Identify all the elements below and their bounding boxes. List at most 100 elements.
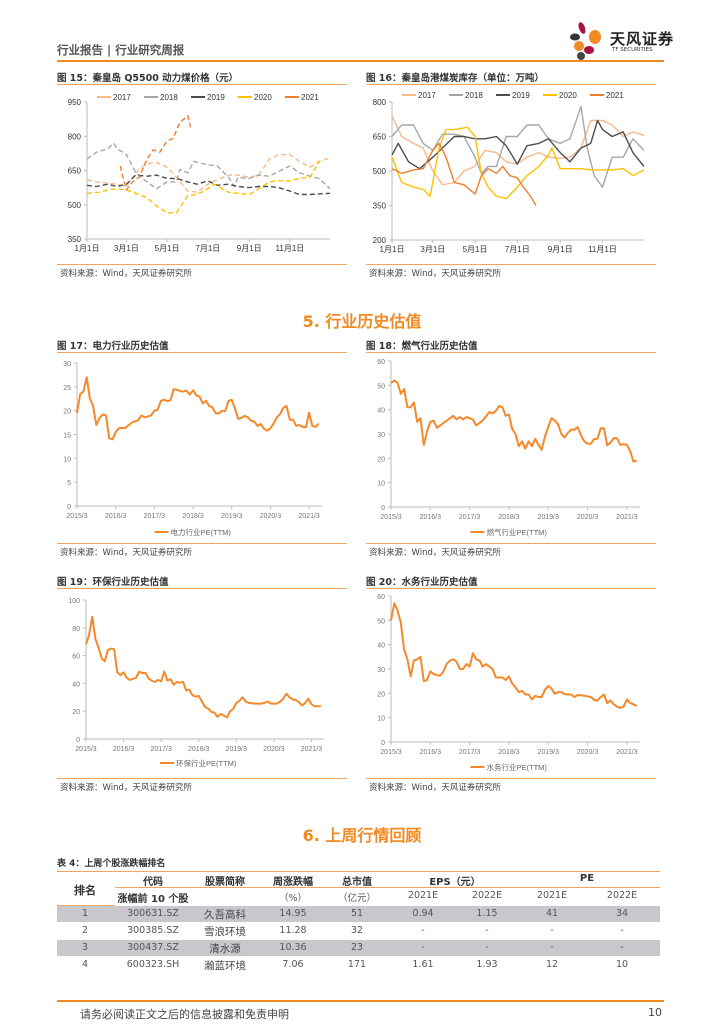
cell-eps-2022: 1.15 — [476, 908, 498, 919]
x-tick-label: 2017/3 — [459, 749, 481, 756]
legend-label: 2021 — [606, 91, 624, 100]
x-tick-label: 11月1日 — [588, 245, 617, 254]
x-tick-label: 1月1日 — [75, 244, 100, 253]
section-6-heading: 6. 上周行情回顾 — [302, 826, 422, 845]
table-top-rule — [57, 871, 660, 872]
x-tick-label: 2018/3 — [182, 513, 204, 520]
figure-title-divider — [366, 588, 656, 589]
report-header-title: 行业报告 | 行业研究周报 — [57, 43, 185, 57]
x-tick-label: 5月1日 — [155, 244, 180, 253]
y-tick-label: 15 — [63, 433, 71, 440]
x-tick-label: 2020/3 — [577, 514, 599, 521]
cell-name: 雪浪环境 — [204, 926, 246, 938]
x-tick-label: 2015/3 — [380, 514, 402, 521]
cell-eps-2022: - — [485, 925, 489, 936]
cell-eps-2022: - — [485, 942, 489, 953]
footer-disclaimer: 请务必阅读正文之后的信息披露和免责申明 — [80, 1008, 289, 1021]
header-eps-2022e: 2022E — [471, 890, 503, 901]
cell-code: 600323.SH — [126, 959, 180, 970]
figure-17-title: 图 17：电力行业历史估值 — [57, 341, 169, 352]
y-tick-label: 80 — [72, 626, 80, 633]
figure-17-source: 资料来源：Wind，天风证券研究所 — [60, 548, 192, 558]
x-tick-label: 2019/3 — [221, 513, 243, 520]
y-tick-label: 10 — [63, 456, 71, 463]
figure-18-title: 图 18：燃气行业历史估值 — [366, 341, 478, 352]
header-change-unit: （%） — [278, 893, 308, 904]
x-tick-label: 9月1日 — [548, 245, 573, 254]
y-tick-label: 650 — [373, 133, 387, 142]
header-pe-2021e: 2021E — [536, 890, 568, 901]
logo-text: 天风证券 — [610, 30, 675, 48]
chart-fig17: 0 5 10 15 20 25 30 2015/3 2016/3 2017/3 2018/3 2019… — [63, 361, 322, 537]
cell-pe-2021: 41 — [545, 908, 559, 919]
table-header-rule — [57, 905, 115, 906]
figure-bottom-divider — [57, 264, 347, 265]
y-tick-label: 5 — [67, 480, 71, 487]
y-tick-label: 0 — [67, 504, 71, 511]
cell-pe-2021: - — [550, 925, 554, 936]
cell-mcap: 32 — [350, 925, 364, 936]
series-line-水务行业PE(TTM) — [390, 602, 638, 709]
y-tick-label: 40 — [72, 681, 80, 688]
chart-fig16: 200 350 500 650 800 1月1日 3月1日 5月1日 7月1日 9月1日 11月1日… — [373, 91, 645, 254]
figure-20-title: 图 20：水务行业历史估值 — [366, 577, 478, 588]
x-tick-label: 2021/3 — [301, 746, 323, 753]
page-number: 10 — [648, 1006, 662, 1019]
cell-change: 14.95 — [279, 908, 307, 919]
legend-label: 2020 — [254, 93, 272, 102]
figure-bottom-divider — [57, 543, 347, 544]
x-tick-label: 2015/3 — [66, 513, 88, 520]
y-tick-label: 20 — [63, 409, 71, 416]
y-tick-label: 40 — [377, 643, 385, 650]
cell-name: 久吾高科 — [204, 909, 246, 921]
cell-eps-2021: 1.61 — [412, 959, 434, 970]
cell-name: 清水源 — [209, 943, 241, 955]
figure-bottom-divider — [57, 778, 347, 779]
x-tick-label: 2016/3 — [105, 513, 127, 520]
cell-code: 300437.SZ — [127, 942, 179, 953]
header-divider — [57, 60, 664, 62]
x-tick-label: 7月1日 — [195, 244, 220, 253]
y-tick-label: 30 — [377, 667, 385, 674]
header-code: 代码 — [143, 877, 163, 888]
section-5-heading: 5. 行业历史估值 — [302, 312, 422, 331]
figure-title-divider — [366, 352, 656, 353]
header-eps-2021e: 2021E — [407, 890, 439, 901]
logo-mark-icon — [570, 22, 601, 60]
x-tick-label: 2018/3 — [498, 514, 520, 521]
series-line-2018 — [86, 142, 331, 190]
chart-fig19: 0 20 40 60 80 100 2015/3 2016/3 2017/3 2018/3 2019… — [68, 598, 324, 768]
y-tick-label: 350 — [68, 235, 82, 244]
x-tick-label: 2019/3 — [538, 749, 560, 756]
y-tick-label: 100 — [68, 598, 80, 605]
y-tick-label: 500 — [373, 167, 387, 176]
figure-18-source: 资料来源：Wind，天风证券研究所 — [369, 548, 501, 558]
x-tick-label: 2015/3 — [75, 746, 97, 753]
chart-fig20: 0 10 20 30 40 50 60 2015/3 2016/3 2017/3 2018/3 201… — [377, 594, 640, 772]
cell-eps-2021: 0.94 — [412, 908, 434, 919]
legend-label: 燃气行业PE(TTM) — [487, 527, 548, 537]
x-tick-label: 2015/3 — [380, 749, 402, 756]
x-tick-label: 1月1日 — [380, 245, 405, 254]
legend-label: 2018 — [465, 91, 483, 100]
figure-15-title: 图 15：秦皇岛 Q5500 动力煤价格（元） — [57, 73, 239, 84]
x-tick-label: 2020/3 — [577, 749, 599, 756]
x-tick-label: 3月1日 — [420, 245, 445, 254]
y-tick-label: 60 — [377, 594, 385, 601]
figure-16-source: 资料来源：Wind，天风证券研究所 — [369, 269, 501, 279]
figure-16-title: 图 16：秦皇岛港煤炭库存（单位：万吨） — [366, 73, 545, 84]
cell-pe-2021: - — [550, 942, 554, 953]
x-tick-label: 5月1日 — [463, 245, 488, 254]
header-pe: PE — [579, 873, 595, 884]
y-tick-label: 0 — [381, 505, 385, 512]
header-market-cap: 总市值 — [342, 877, 372, 888]
legend-label: 电力行业PE(TTM) — [171, 527, 232, 537]
cell-pe-2022: - — [620, 925, 624, 936]
x-tick-label: 9月1日 — [237, 244, 262, 253]
cell-pe-2022: 34 — [615, 908, 629, 919]
company-logo — [568, 20, 678, 60]
cell-eps-2021: - — [421, 925, 425, 936]
x-tick-label: 2019/3 — [538, 514, 560, 521]
x-tick-label: 2016/3 — [420, 514, 442, 521]
y-tick-label: 20 — [72, 709, 80, 716]
